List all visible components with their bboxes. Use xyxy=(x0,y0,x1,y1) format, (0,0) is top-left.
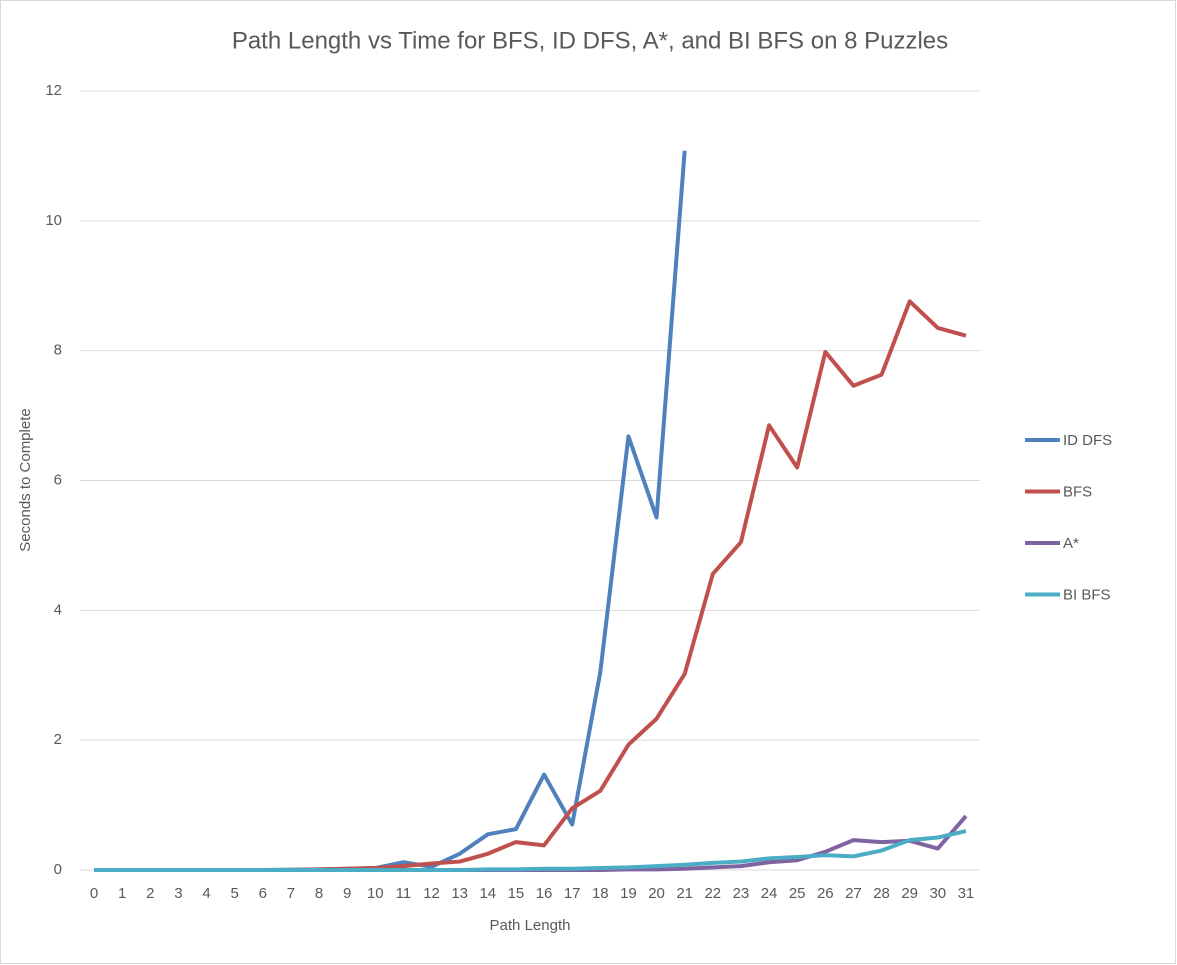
x-tick-label: 12 xyxy=(423,885,440,902)
y-tick-label: 4 xyxy=(54,601,62,618)
x-tick-label: 20 xyxy=(648,885,665,902)
x-tick-label: 22 xyxy=(704,885,721,902)
x-tick-label: 17 xyxy=(564,885,581,902)
y-tick-label: 0 xyxy=(54,861,62,878)
x-tick-label: 14 xyxy=(479,885,496,902)
legend-label: BFS xyxy=(1063,483,1092,500)
x-tick-label: 31 xyxy=(958,885,975,902)
legend-label: ID DFS xyxy=(1063,432,1112,449)
x-tick-label: 11 xyxy=(396,885,412,902)
x-tick-label: 4 xyxy=(202,885,210,902)
x-tick-label: 6 xyxy=(259,885,267,902)
x-tick-label: 9 xyxy=(343,885,351,902)
x-tick-label: 7 xyxy=(287,885,295,902)
x-tick-label: 24 xyxy=(761,885,778,902)
x-tick-label: 15 xyxy=(508,885,525,902)
x-tick-label: 8 xyxy=(315,885,323,902)
x-tick-label: 26 xyxy=(817,885,834,902)
x-axis-label: Path Length xyxy=(490,917,571,934)
series-line xyxy=(94,829,967,872)
x-tick-label: 16 xyxy=(536,885,553,902)
x-tick-label: 23 xyxy=(733,885,750,902)
x-tick-label: 1 xyxy=(118,885,126,902)
y-tick-label: 8 xyxy=(54,342,62,359)
x-tick-label: 21 xyxy=(676,885,693,902)
chart-title: Path Length vs Time for BFS, ID DFS, A*,… xyxy=(232,27,948,54)
x-tick-label: 3 xyxy=(174,885,182,902)
x-tick-label: 25 xyxy=(789,885,806,902)
y-tick-label: 12 xyxy=(45,82,62,99)
x-tick-label: 5 xyxy=(231,885,239,902)
y-tick-label: 10 xyxy=(45,212,62,229)
y-tick-label: 6 xyxy=(54,471,62,488)
legend-label: BI BFS xyxy=(1063,586,1111,603)
x-tick-label: 2 xyxy=(146,885,154,902)
x-tick-label: 18 xyxy=(592,885,609,902)
y-tick-label: 2 xyxy=(54,731,62,748)
x-tick-label: 29 xyxy=(901,885,918,902)
x-tick-label: 13 xyxy=(451,885,468,902)
x-tick-label: 28 xyxy=(873,885,890,902)
x-tick-label: 10 xyxy=(367,885,384,902)
y-axis-label: Seconds to Complete xyxy=(17,408,34,551)
x-tick-label: 19 xyxy=(620,885,637,902)
legend-label: A* xyxy=(1063,535,1079,552)
x-tick-label: 30 xyxy=(929,885,946,902)
x-tick-label: 27 xyxy=(845,885,862,902)
x-tick-label: 0 xyxy=(90,885,98,902)
